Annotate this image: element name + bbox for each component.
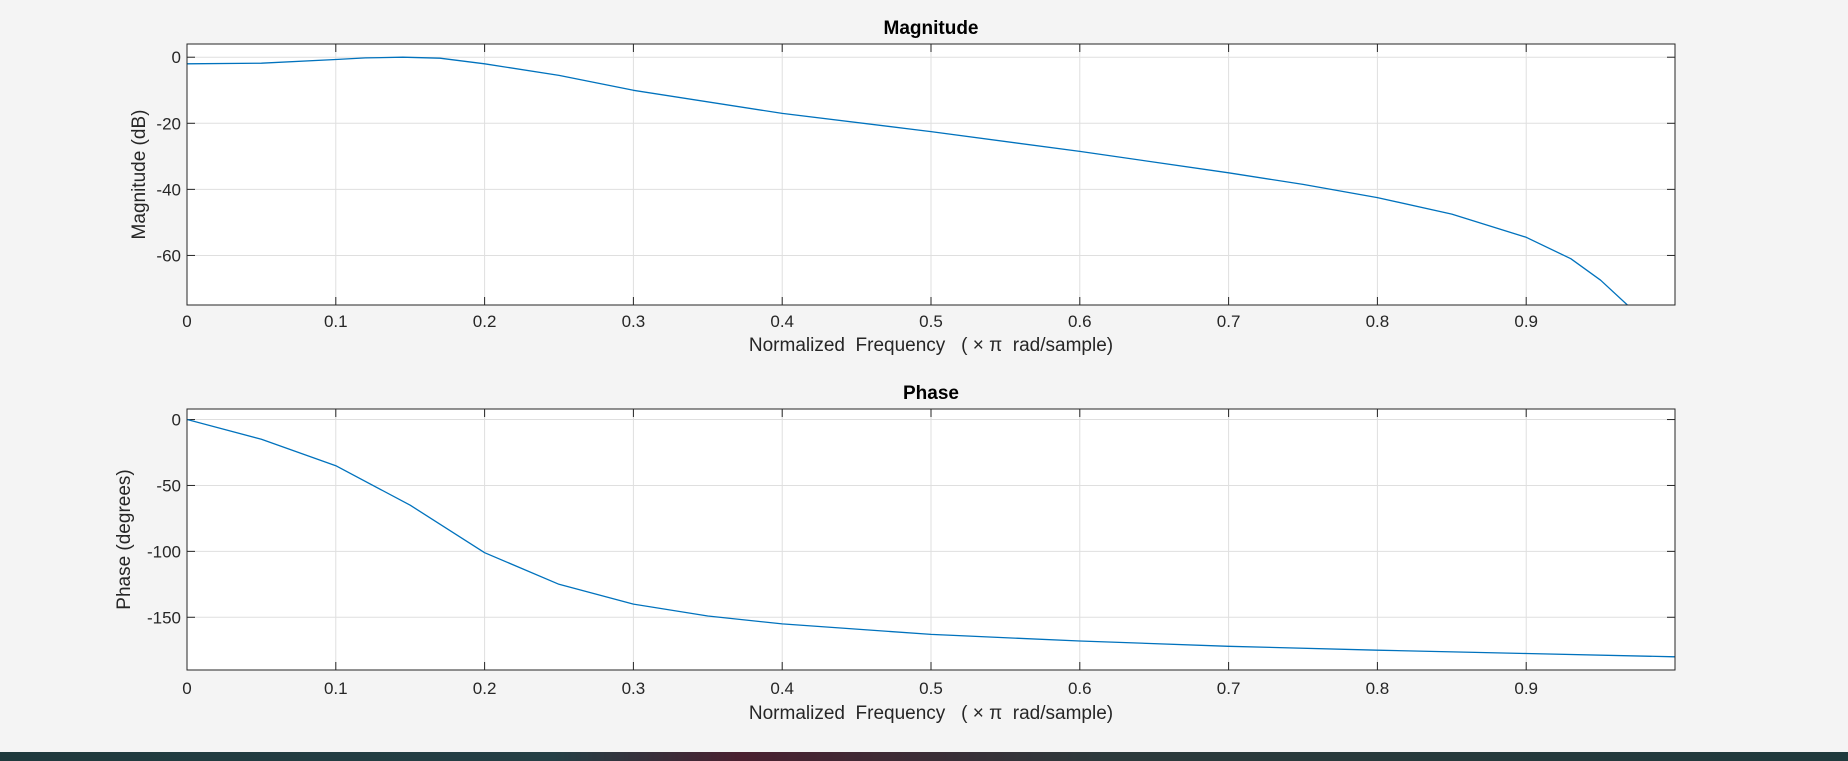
- phase-x-tick-label: 0.9: [1514, 679, 1538, 698]
- phase-x-tick-label: 0.4: [770, 679, 794, 698]
- phase-y-axis-label: Phase (degrees): [114, 469, 135, 609]
- magnitude-x-tick-label: 0: [182, 312, 191, 331]
- phase-x-axis-label: Normalized Frequency ( × π rad/sample): [749, 703, 1113, 724]
- phase-response-line: [187, 418, 1675, 658]
- magnitude-y-tick-label: -20: [156, 114, 181, 133]
- magnitude-title: Magnitude: [884, 18, 979, 39]
- magnitude-x-tick-label: 0.7: [1217, 312, 1241, 331]
- magnitude-x-tick-label: 0.5: [919, 312, 943, 331]
- magnitude-y-tick-label: 0: [172, 48, 181, 67]
- magnitude-axes-box: [186, 43, 1676, 306]
- phase-x-tick-label: 0: [182, 679, 191, 698]
- phase-x-tick-label: 0.2: [473, 679, 497, 698]
- magnitude-x-tick-label: 0.2: [473, 312, 497, 331]
- magnitude-plot: 0 0.1 0.2 0.3 0.4 0.5 0.6 0.7 0.8 0.9 0 -20 -40 -60 Ma…: [129, 18, 1676, 356]
- magnitude-x-axis-label: Normalized Frequency ( × π rad/sample): [749, 335, 1113, 356]
- magnitude-x-tick-label: 0.1: [324, 312, 348, 331]
- magnitude-x-tick-label: 0.9: [1514, 312, 1538, 331]
- phase-y-tick-label: 0: [172, 411, 181, 430]
- phase-x-tick-label: 0.7: [1217, 679, 1241, 698]
- magnitude-x-tick-label: 0.8: [1366, 312, 1390, 331]
- magnitude-y-axis-label: Magnitude (dB): [129, 110, 150, 240]
- magnitude-y-tick-label: -60: [156, 246, 181, 265]
- phase-x-tick-label: 0.8: [1366, 679, 1390, 698]
- phase-x-tick-label: 0.3: [622, 679, 646, 698]
- phase-title: Phase: [903, 383, 959, 404]
- phase-y-tick-label: -100: [147, 542, 181, 561]
- phase-x-tick-label: 0.5: [919, 679, 943, 698]
- phase-x-tick-label: 0.6: [1068, 679, 1092, 698]
- phase-y-tick-label: -50: [156, 476, 181, 495]
- magnitude-x-tick-label: 0.4: [770, 312, 794, 331]
- phase-plot: 0 0.1 0.2 0.3 0.4 0.5 0.6 0.7 0.8 0.9 0 -50 -100 -150…: [114, 383, 1676, 724]
- taskbar-strip: [0, 752, 1848, 761]
- magnitude-x-tick-label: 0.6: [1068, 312, 1092, 331]
- magnitude-y-tick-label: -40: [156, 180, 181, 199]
- magnitude-x-tick-label: 0.3: [622, 312, 646, 331]
- magnitude-response-line: [187, 56, 1628, 305]
- phase-x-tick-label: 0.1: [324, 679, 348, 698]
- phase-y-tick-label: -150: [147, 608, 181, 627]
- phase-axes-box: [186, 408, 1676, 671]
